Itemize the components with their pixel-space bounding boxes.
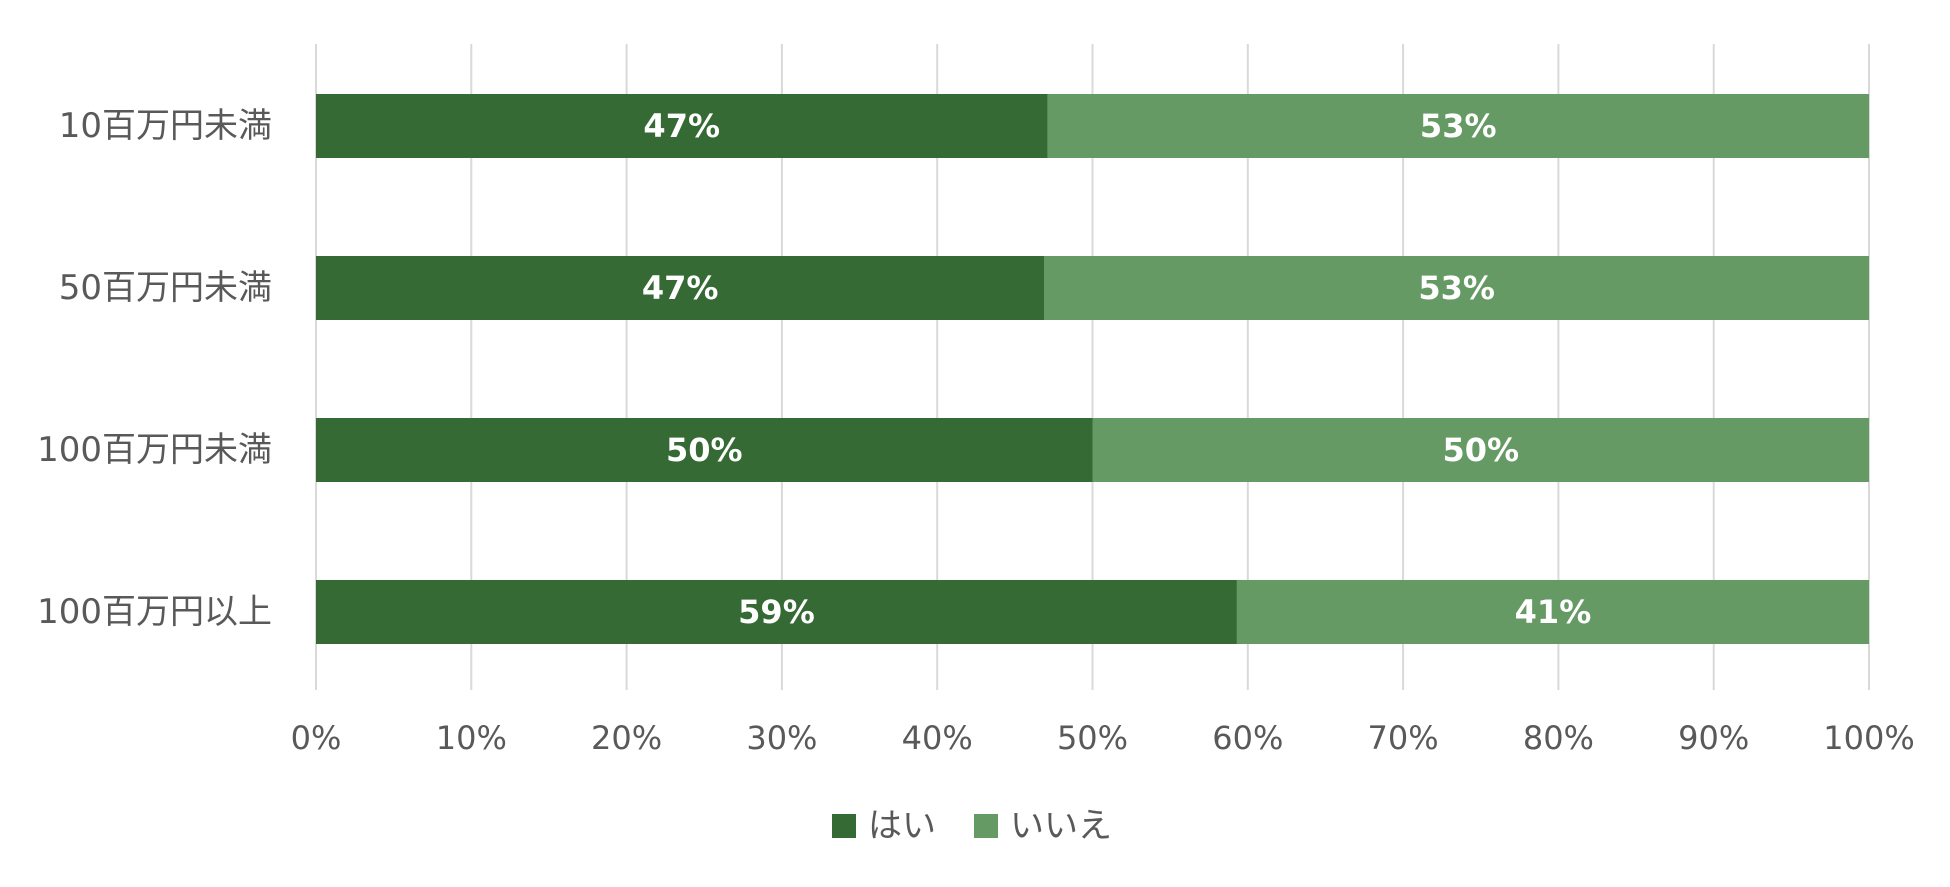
x-tick-label: 0%: [291, 719, 342, 757]
data-label: 59%: [738, 593, 815, 631]
x-tick-label: 80%: [1523, 719, 1594, 757]
x-tick-label: 10%: [436, 719, 507, 757]
legend-label: いいえ: [1010, 806, 1112, 846]
legend-swatch: [832, 814, 856, 838]
category-label: 50百万円未満: [59, 268, 272, 308]
bar-segment-no: [1092, 418, 1869, 482]
category-labels: 10百万円未満 50百万円未満 100百万円未満 100百万円以上: [37, 106, 272, 632]
x-tick-label: 90%: [1678, 719, 1749, 757]
bars: 47% 53% 47% 53% 50% 50% 59% 41%: [316, 94, 1869, 644]
bar-segment-yes: [316, 580, 1237, 644]
category-label: 100百万円以上: [37, 592, 272, 632]
legend-swatch: [974, 814, 998, 838]
x-tick-label: 100%: [1823, 719, 1914, 757]
category-label: 100百万円未満: [37, 430, 272, 470]
bar-segment-no: [1044, 256, 1869, 320]
x-tick-label: 20%: [591, 719, 662, 757]
data-label: 47%: [642, 269, 719, 307]
x-tick-label: 70%: [1368, 719, 1439, 757]
bar-segment-yes: [316, 256, 1045, 320]
x-tick-label: 40%: [902, 719, 973, 757]
bar-segment-yes: [316, 418, 1093, 482]
data-label: 50%: [1442, 431, 1519, 469]
data-label: 53%: [1420, 107, 1497, 145]
data-label: 41%: [1515, 593, 1592, 631]
legend: はい いいえ: [832, 806, 1112, 846]
bar-segment-no: [1047, 94, 1869, 158]
bar-segment-yes: [316, 94, 1048, 158]
bar-segment-no: [1236, 580, 1869, 644]
category-label: 10百万円未満: [59, 106, 272, 146]
legend-label: はい: [868, 806, 936, 846]
data-label: 47%: [643, 107, 720, 145]
data-label: 50%: [666, 431, 743, 469]
x-axis-tick-labels: 0% 10% 20% 30% 40% 50% 60% 70% 80% 90% 100%: [291, 719, 1915, 757]
x-tick-label: 30%: [746, 719, 817, 757]
x-tick-label: 60%: [1212, 719, 1283, 757]
x-tick-label: 50%: [1057, 719, 1128, 757]
data-label: 53%: [1418, 269, 1495, 307]
